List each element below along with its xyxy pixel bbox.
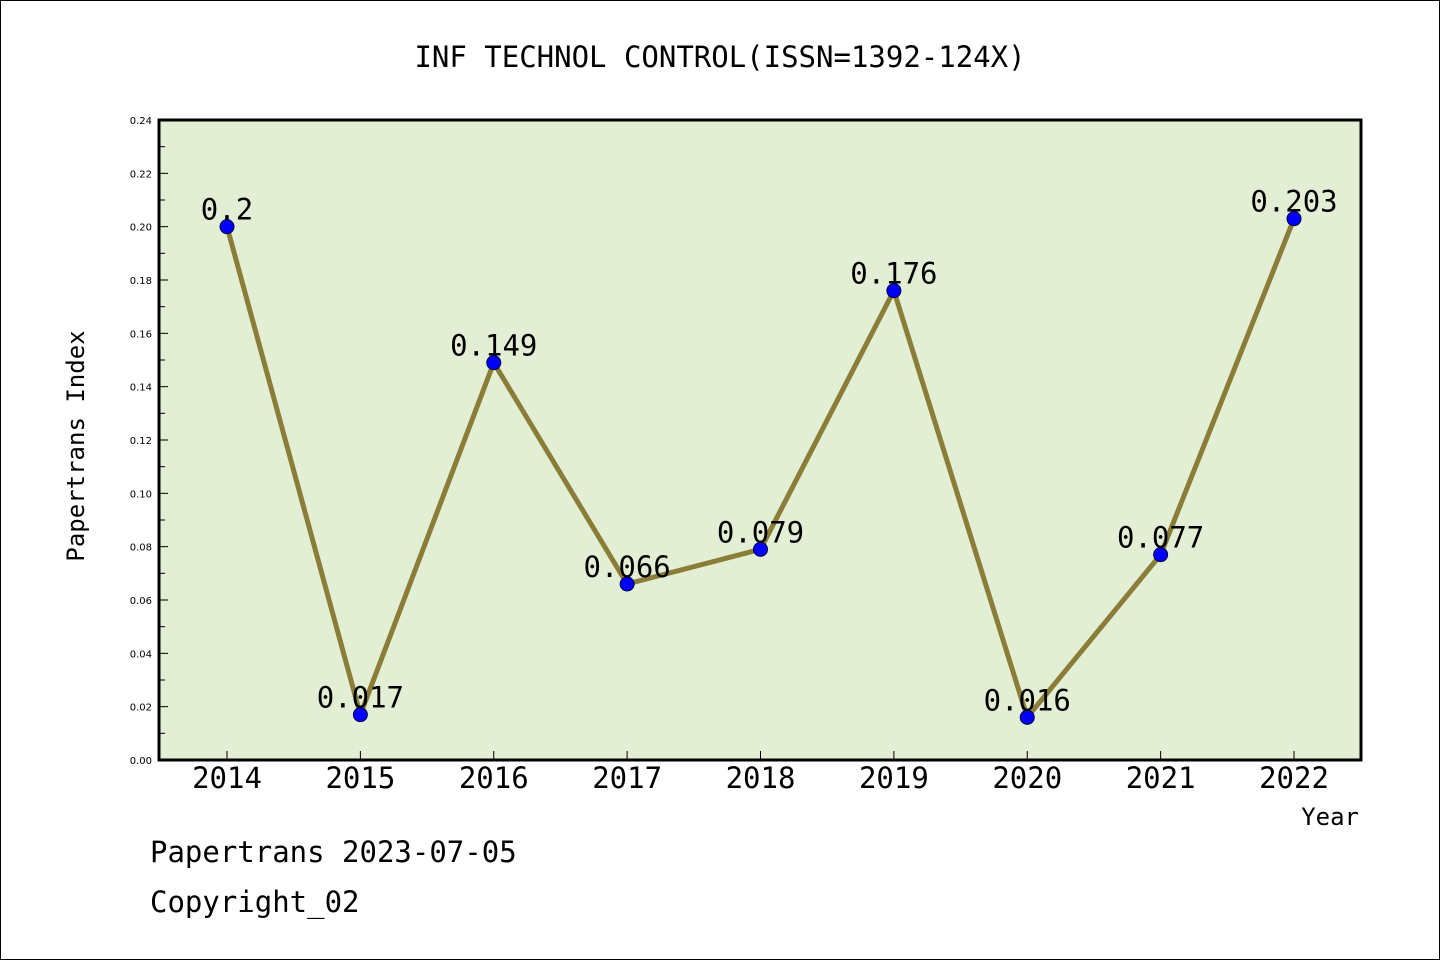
- y-tick-label: 0.12: [130, 436, 152, 447]
- y-tick-label: 0.00: [130, 756, 152, 767]
- y-tick-label: 0.10: [130, 489, 152, 500]
- y-axis: 0.00 0.02 0.04 0.06 0.08 0.10 0.12 0.14 0.16 0.18…: [130, 116, 168, 767]
- data-label: 0.077: [1117, 521, 1204, 555]
- data-point: [886, 283, 902, 299]
- x-axis-label: Year: [1301, 803, 1359, 831]
- footer-date: Papertrans 2023-07-05: [150, 835, 517, 869]
- data-point: [352, 707, 368, 723]
- x-tick-label: 2020: [992, 761, 1062, 795]
- data-label: 0.079: [717, 515, 804, 549]
- y-tick-label: 0.04: [130, 649, 152, 660]
- chart-title: INF TECHNOL CONTROL(ISSN=1392-124X): [414, 40, 1025, 74]
- data-point: [219, 219, 235, 235]
- x-tick-label: 2021: [1126, 761, 1196, 795]
- data-point: [619, 576, 635, 592]
- y-tick-label: 0.16: [130, 329, 152, 340]
- x-tick-label: 2019: [859, 761, 929, 795]
- data-point: [1153, 547, 1169, 563]
- plot-area: [159, 120, 1361, 760]
- footer-copyright: Copyright_02: [150, 885, 360, 919]
- data-point: [753, 541, 768, 557]
- y-axis-label: Papertrans Index: [62, 330, 90, 561]
- data-points: [219, 211, 1302, 725]
- x-axis: 2014 2015 2016 2017 2018 2019 2020 2021 2022: [192, 751, 1329, 795]
- data-point: [1286, 211, 1302, 227]
- y-tick-label: 0.24: [130, 116, 152, 127]
- data-label: 0.203: [1250, 185, 1337, 219]
- x-tick-label: 2018: [726, 761, 796, 795]
- y-tick-label: 0.02: [130, 703, 152, 714]
- y-tick-label: 0.08: [130, 543, 152, 554]
- data-point: [486, 355, 502, 371]
- data-label: 0.149: [450, 329, 537, 363]
- data-label: 0.176: [850, 257, 937, 291]
- x-tick-label: 2015: [325, 761, 395, 795]
- data-point: [1019, 709, 1035, 725]
- x-tick-label: 2022: [1259, 761, 1329, 795]
- data-labels: 0.2 0.017 0.149 0.066 0.079 0.176 0.016 0.077 0.…: [201, 185, 1338, 718]
- y-tick-label: 0.22: [130, 169, 152, 180]
- y-tick-label: 0.20: [130, 223, 152, 234]
- data-label: 0.016: [984, 683, 1071, 717]
- x-tick-label: 2017: [592, 761, 662, 795]
- y-tick-label: 0.18: [130, 276, 152, 287]
- x-tick-label: 2014: [192, 761, 262, 795]
- x-tick-label: 2016: [459, 761, 529, 795]
- data-label: 0.066: [583, 550, 670, 584]
- plot-border: [157, 118, 1363, 762]
- y-tick-label: 0.06: [130, 596, 152, 607]
- y-tick-label: 0.14: [130, 383, 152, 394]
- data-label: 0.2: [201, 193, 253, 227]
- data-label: 0.017: [317, 681, 404, 715]
